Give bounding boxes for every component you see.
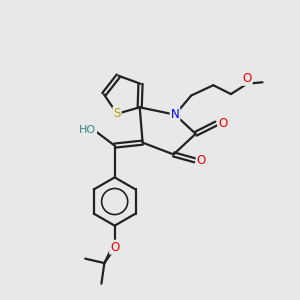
Text: HO: HO [79,125,96,135]
Text: O: O [218,117,227,130]
Text: O: O [242,72,252,85]
Text: S: S [113,107,121,120]
Text: O: O [196,154,206,167]
Text: N: N [171,108,179,121]
Text: O: O [110,241,119,254]
